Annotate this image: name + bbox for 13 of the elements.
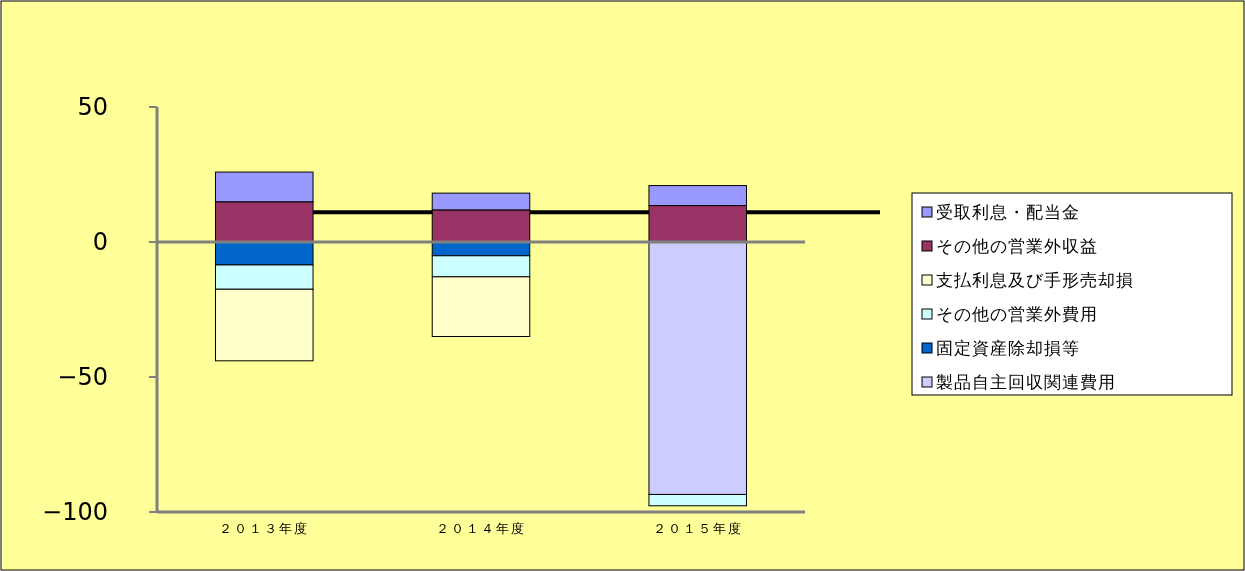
legend-label: その他の営業外費用 bbox=[936, 303, 1098, 324]
y-tick-label: 50 bbox=[77, 93, 108, 122]
legend-label: 固定資産除却損等 bbox=[936, 337, 1080, 358]
legend-label: 受取利息・配当金 bbox=[936, 201, 1080, 222]
y-tick-label: −100 bbox=[42, 498, 108, 527]
x-tick-label: ２０１５年度 bbox=[652, 521, 743, 536]
legend-label: その他の営業外収益 bbox=[936, 235, 1098, 256]
legend-label: 製品自主回収関連費用 bbox=[936, 371, 1116, 392]
x-tick-label: ２０１４年度 bbox=[436, 521, 526, 536]
legend-label: 支払利息及び手形売却損 bbox=[936, 269, 1134, 290]
y-tick-label: 0 bbox=[92, 228, 108, 257]
x-tick-label: ２０１３年度 bbox=[219, 521, 310, 536]
y-tick-label: −50 bbox=[57, 363, 108, 392]
